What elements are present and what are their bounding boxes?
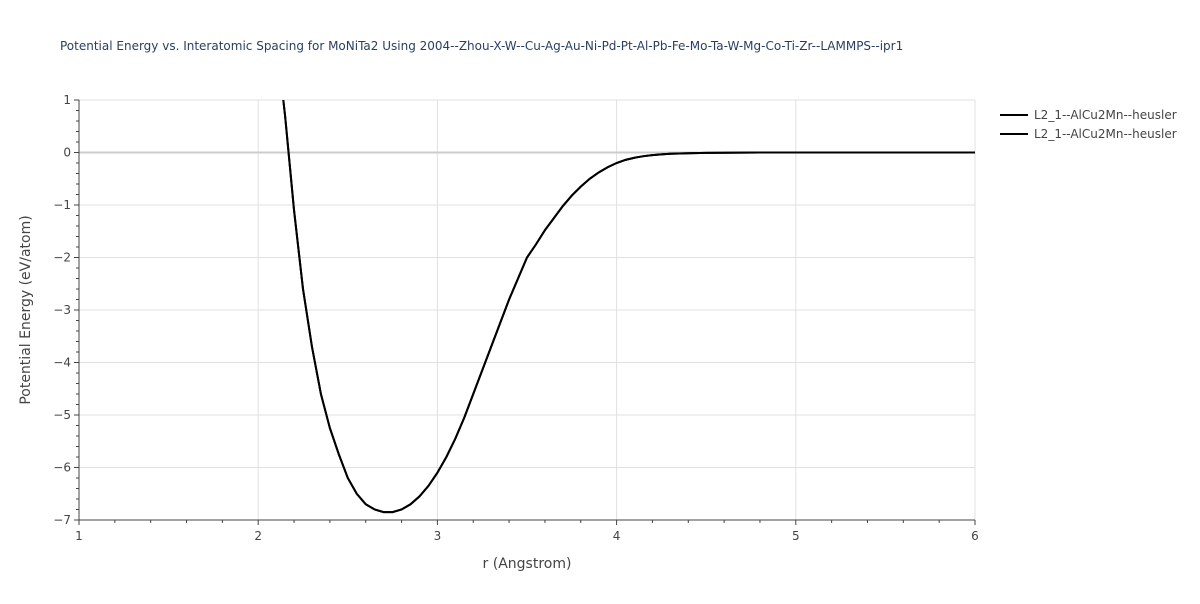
y-tick-label: −7 bbox=[53, 513, 71, 527]
x-tick-label: 1 bbox=[75, 529, 83, 543]
x-tick-label: 3 bbox=[434, 529, 442, 543]
y-tick-label: −2 bbox=[53, 251, 71, 265]
y-tick-label: −6 bbox=[53, 461, 71, 475]
series-layer bbox=[282, 100, 975, 514]
legend-label-2: L2_1--AlCu2Mn--heusler bbox=[1034, 127, 1177, 141]
x-tick-label: 5 bbox=[792, 529, 800, 543]
chart-title: Potential Energy vs. Interatomic Spacing… bbox=[60, 39, 903, 53]
x-axis-title: r (Angstrom) bbox=[483, 556, 572, 572]
grid bbox=[79, 99, 976, 520]
legend-label-1: L2_1--AlCu2Mn--heusler bbox=[1034, 108, 1177, 122]
series-line-2 bbox=[282, 100, 975, 514]
y-axis-title: Potential Energy (eV/atom) bbox=[18, 215, 34, 404]
axes: 1 2 3 4 5 6 1 0 −1 −2 −3 −4 −5 −6 −7 bbox=[53, 93, 979, 543]
x-tick-label: 2 bbox=[254, 529, 262, 543]
y-tick-label: −1 bbox=[53, 198, 71, 212]
y-tick-label: −5 bbox=[53, 408, 71, 422]
y-tick-label: 1 bbox=[63, 93, 71, 107]
x-tick-label: 6 bbox=[971, 529, 979, 543]
x-tick-label: 4 bbox=[613, 529, 621, 543]
legend: L2_1--AlCu2Mn--heusler L2_1--AlCu2Mn--heu… bbox=[1000, 108, 1177, 141]
y-tick-label: −3 bbox=[53, 303, 71, 317]
y-tick-label: −4 bbox=[53, 356, 71, 370]
y-tick-label: 0 bbox=[63, 146, 71, 160]
series-line-1 bbox=[282, 100, 975, 514]
